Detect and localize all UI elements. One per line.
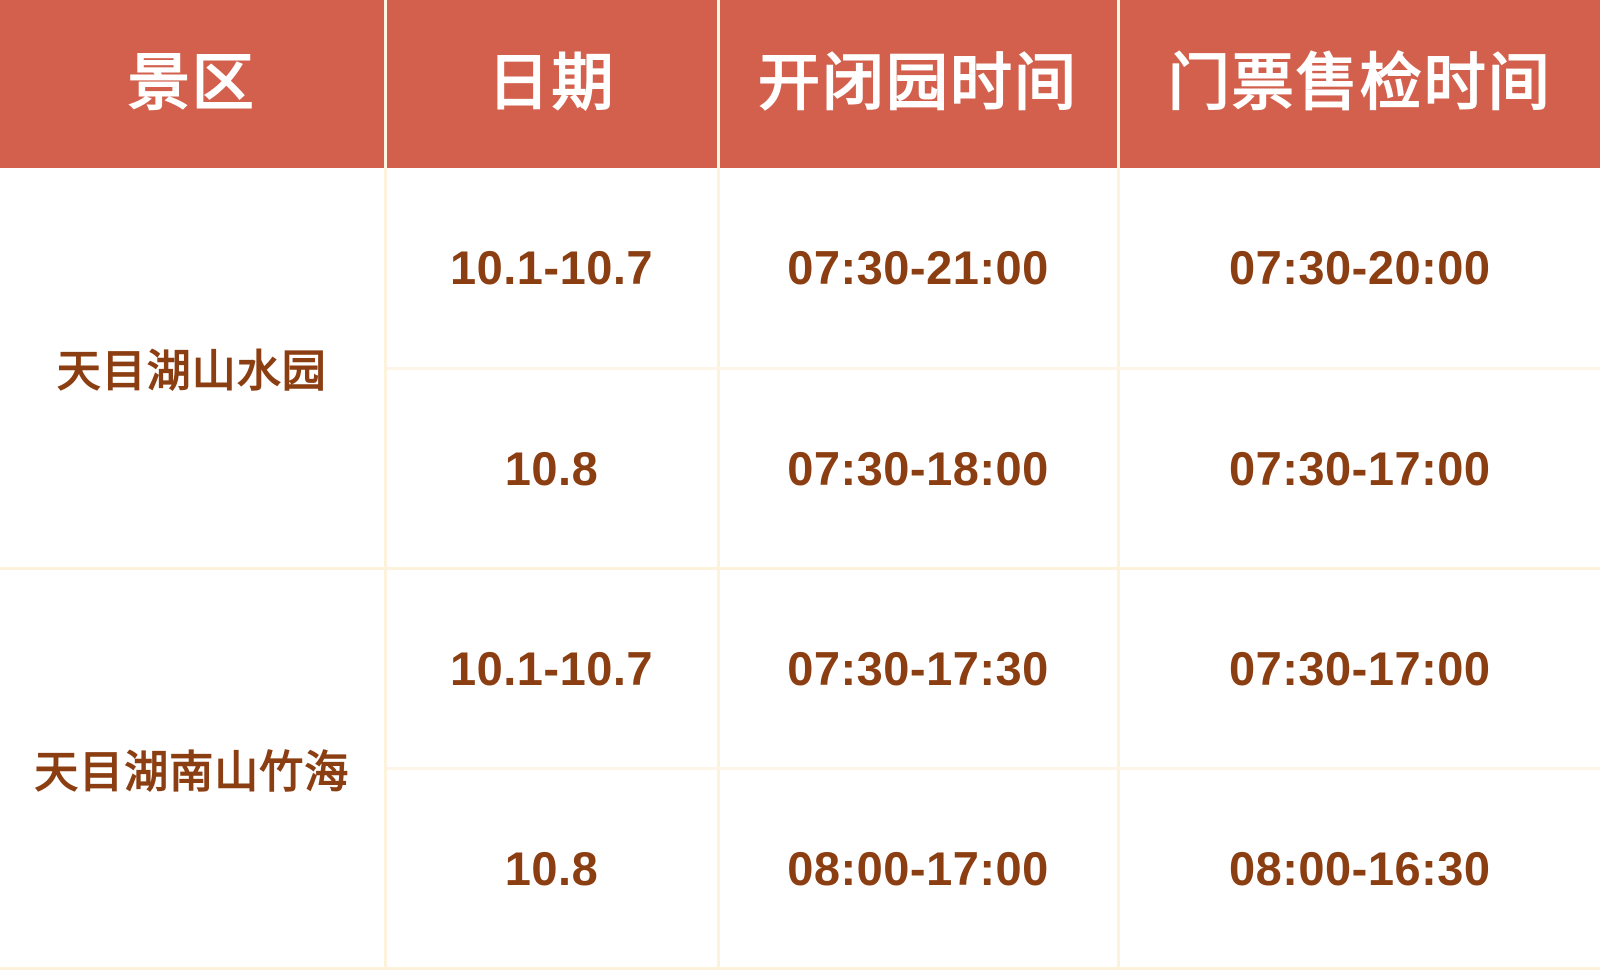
- table-body: 天目湖山水园 10.1-10.7 07:30-21:00 07:30-20:00…: [0, 168, 1600, 970]
- date-value: 10.1-10.7: [385, 168, 720, 370]
- table-row: 10.8 08:00-17:00 08:00-16:30: [0, 768, 1600, 970]
- table-row: 10.8 07:30-18:00 07:30-17:00: [0, 368, 1600, 570]
- date-value: 10.8: [385, 368, 720, 570]
- table-row: 天目湖山水园 10.1-10.7 07:30-21:00 07:30-20:00: [0, 168, 1600, 570]
- column-header-ticket-time: 门票售检时间: [1118, 0, 1600, 168]
- header-row: 景区 日期 开闭园时间 门票售检时间: [0, 0, 1600, 168]
- column-header-open-close-time: 开闭园时间: [718, 0, 1120, 168]
- column-header-date: 日期: [385, 0, 720, 168]
- open-close-time-value: 07:30-21:00: [718, 168, 1120, 370]
- column-header-area: 景区: [0, 0, 387, 168]
- date-value: 10.8: [385, 768, 720, 970]
- scenic-area-name: 天目湖南山竹海: [0, 568, 387, 970]
- ticket-time-value: 07:30-17:00: [1118, 568, 1600, 770]
- open-close-time-value: 08:00-17:00: [718, 768, 1120, 970]
- table-header: 景区 日期 开闭园时间 门票售检时间: [0, 0, 1600, 168]
- date-value: 10.1-10.7: [385, 568, 720, 770]
- open-close-time-value: 07:30-18:00: [718, 368, 1120, 570]
- ticket-time-value: 07:30-20:00: [1118, 168, 1600, 370]
- ticket-time-value: 08:00-16:30: [1118, 768, 1600, 970]
- table-row: 天目湖南山竹海 10.1-10.7 07:30-17:30 07:30-17:0…: [0, 568, 1600, 970]
- open-close-time-value: 07:30-17:30: [718, 568, 1120, 770]
- scenic-area-name: 天目湖山水园: [0, 168, 387, 570]
- ticket-time-value: 07:30-17:00: [1118, 368, 1600, 570]
